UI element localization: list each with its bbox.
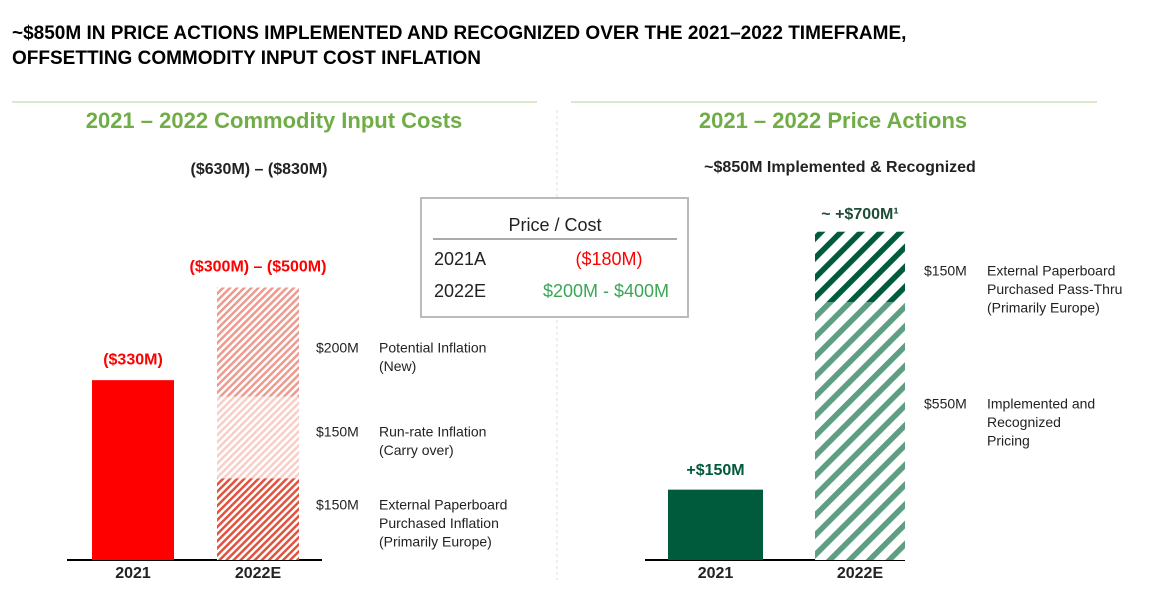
segment-name: Run-rate Inflation [379, 424, 486, 440]
bar-segment [217, 287, 299, 397]
value-label: ($330M) [103, 351, 163, 368]
segment-name: Purchased Pass-Thru [987, 281, 1122, 297]
bar [92, 380, 174, 560]
segment-name: (New) [379, 358, 416, 374]
chart-subtitle: ~$850M Implemented & Recognized [704, 159, 976, 176]
chart-title: 2021 – 2022 Commodity Input Costs [86, 108, 463, 133]
segment-name: (Primarily Europe) [987, 300, 1100, 316]
bar-segment [815, 231, 905, 303]
segment-name: External Paperboard [379, 497, 507, 513]
table-cell: 2021A [434, 249, 486, 269]
x-tick-label: 2021 [698, 565, 734, 582]
x-tick-label: 2021 [115, 565, 151, 582]
segment-value-label: $150M [316, 424, 359, 440]
table-cell: 2022E [434, 281, 486, 301]
segment-name: Purchased Inflation [379, 515, 499, 531]
total-label: ~ +$700M¹ [821, 206, 898, 223]
chart-title: 2021 – 2022 Price Actions [699, 108, 967, 133]
bar-segment [217, 396, 299, 479]
x-tick-label: 2022E [235, 565, 282, 582]
segment-name: (Primarily Europe) [379, 534, 492, 550]
segment-name: Implemented and [987, 396, 1095, 412]
bar-segment [815, 302, 905, 560]
table-cell: $200M - $400M [543, 281, 669, 301]
segment-name: Recognized [987, 414, 1061, 430]
table-box [420, 197, 689, 318]
segment-name: External Paperboard [987, 263, 1115, 279]
slide-title: ~$850M IN PRICE ACTIONS IMPLEMENTED AND … [12, 23, 906, 44]
total-label: ($300M) – ($500M) [190, 259, 327, 276]
segment-value-label: $150M [316, 497, 359, 513]
segment-name: Pricing [987, 433, 1030, 449]
slide-title: OFFSETTING COMMODITY INPUT COST INFLATIO… [12, 48, 481, 69]
bar-segment [217, 478, 299, 560]
table-header: Price / Cost [508, 215, 601, 235]
segment-name: Potential Inflation [379, 340, 486, 356]
segment-value-label: $150M [924, 263, 967, 279]
bar [668, 489, 763, 560]
x-tick-label: 2022E [837, 565, 884, 582]
chart-subtitle: ($630M) – ($830M) [191, 161, 328, 178]
segment-name: (Carry over) [379, 442, 454, 458]
table-cell: ($180M) [575, 249, 642, 269]
segment-value-label: $550M [924, 396, 967, 412]
value-label: +$150M [686, 462, 744, 479]
segment-value-label: $200M [316, 340, 359, 356]
